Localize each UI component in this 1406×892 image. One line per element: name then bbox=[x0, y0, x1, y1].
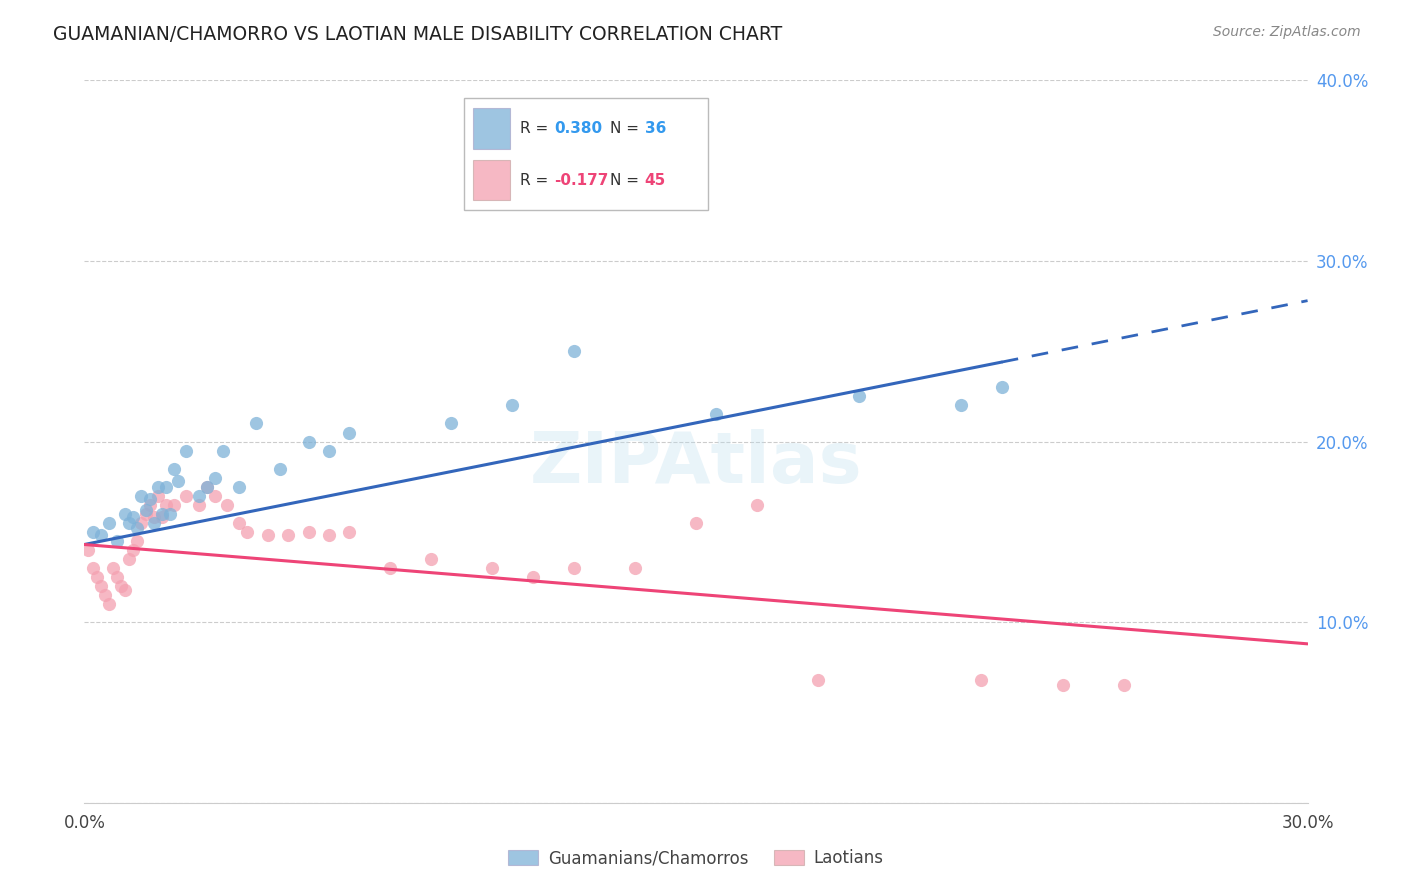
Point bbox=[90, 528, 112, 542]
Point bbox=[420, 552, 443, 566]
Point bbox=[150, 507, 173, 521]
Point bbox=[950, 398, 973, 412]
Point bbox=[195, 480, 218, 494]
Point bbox=[257, 528, 280, 542]
Point bbox=[163, 461, 186, 475]
Point bbox=[204, 471, 226, 485]
Point bbox=[380, 561, 402, 575]
Point bbox=[127, 521, 149, 535]
Point bbox=[122, 510, 145, 524]
Point bbox=[318, 528, 340, 542]
Point bbox=[991, 380, 1014, 394]
Point bbox=[562, 561, 585, 575]
Point bbox=[127, 533, 149, 548]
Point bbox=[236, 524, 259, 539]
Point bbox=[502, 398, 524, 412]
Point bbox=[122, 542, 145, 557]
Point bbox=[481, 561, 503, 575]
Point bbox=[155, 498, 177, 512]
Point bbox=[848, 389, 870, 403]
Point bbox=[522, 570, 544, 584]
Point bbox=[131, 516, 153, 530]
Point bbox=[101, 561, 124, 575]
Point bbox=[146, 480, 169, 494]
Point bbox=[118, 552, 141, 566]
Point bbox=[277, 528, 299, 542]
Point bbox=[187, 498, 209, 512]
Point bbox=[77, 542, 100, 557]
Point bbox=[685, 516, 707, 530]
Point bbox=[298, 434, 321, 449]
Text: Source: ZipAtlas.com: Source: ZipAtlas.com bbox=[1213, 25, 1361, 39]
Point bbox=[624, 561, 647, 575]
Point bbox=[82, 561, 104, 575]
Point bbox=[105, 533, 128, 548]
Point bbox=[82, 524, 104, 539]
Point bbox=[212, 443, 235, 458]
Point bbox=[562, 344, 585, 359]
Point bbox=[86, 570, 108, 584]
Point bbox=[807, 673, 830, 687]
Point bbox=[142, 516, 165, 530]
Point bbox=[110, 579, 132, 593]
Point bbox=[105, 570, 128, 584]
Text: GUAMANIAN/CHAMORRO VS LAOTIAN MALE DISABILITY CORRELATION CHART: GUAMANIAN/CHAMORRO VS LAOTIAN MALE DISAB… bbox=[53, 25, 783, 44]
Point bbox=[138, 492, 160, 507]
Point bbox=[90, 579, 112, 593]
Point bbox=[187, 489, 209, 503]
Point bbox=[114, 582, 136, 597]
Point bbox=[1114, 678, 1136, 692]
Point bbox=[159, 507, 181, 521]
Point bbox=[228, 516, 250, 530]
Point bbox=[167, 475, 190, 489]
Point bbox=[138, 498, 160, 512]
Point bbox=[174, 443, 197, 458]
Point bbox=[339, 524, 361, 539]
Point bbox=[339, 425, 361, 440]
Point bbox=[97, 516, 120, 530]
Point bbox=[142, 510, 165, 524]
Legend: Guamanians/Chamorros, Laotians: Guamanians/Chamorros, Laotians bbox=[502, 843, 890, 874]
Point bbox=[228, 480, 250, 494]
Point bbox=[1052, 678, 1074, 692]
Point bbox=[204, 489, 226, 503]
Point bbox=[269, 461, 291, 475]
Point bbox=[245, 417, 267, 431]
Point bbox=[118, 516, 141, 530]
Point bbox=[150, 510, 173, 524]
Point bbox=[174, 489, 197, 503]
Point bbox=[135, 507, 157, 521]
Point bbox=[135, 503, 157, 517]
Point bbox=[298, 524, 321, 539]
Point bbox=[114, 507, 136, 521]
Point bbox=[146, 489, 169, 503]
Text: ZIPAtlas: ZIPAtlas bbox=[530, 429, 862, 498]
Point bbox=[970, 673, 993, 687]
Point bbox=[93, 588, 115, 602]
Point bbox=[195, 480, 218, 494]
Point bbox=[440, 417, 463, 431]
Point bbox=[318, 443, 340, 458]
Point bbox=[163, 498, 186, 512]
Point bbox=[747, 498, 769, 512]
Point bbox=[155, 480, 177, 494]
Point bbox=[706, 408, 728, 422]
Point bbox=[217, 498, 239, 512]
Point bbox=[131, 489, 153, 503]
Point bbox=[97, 597, 120, 611]
